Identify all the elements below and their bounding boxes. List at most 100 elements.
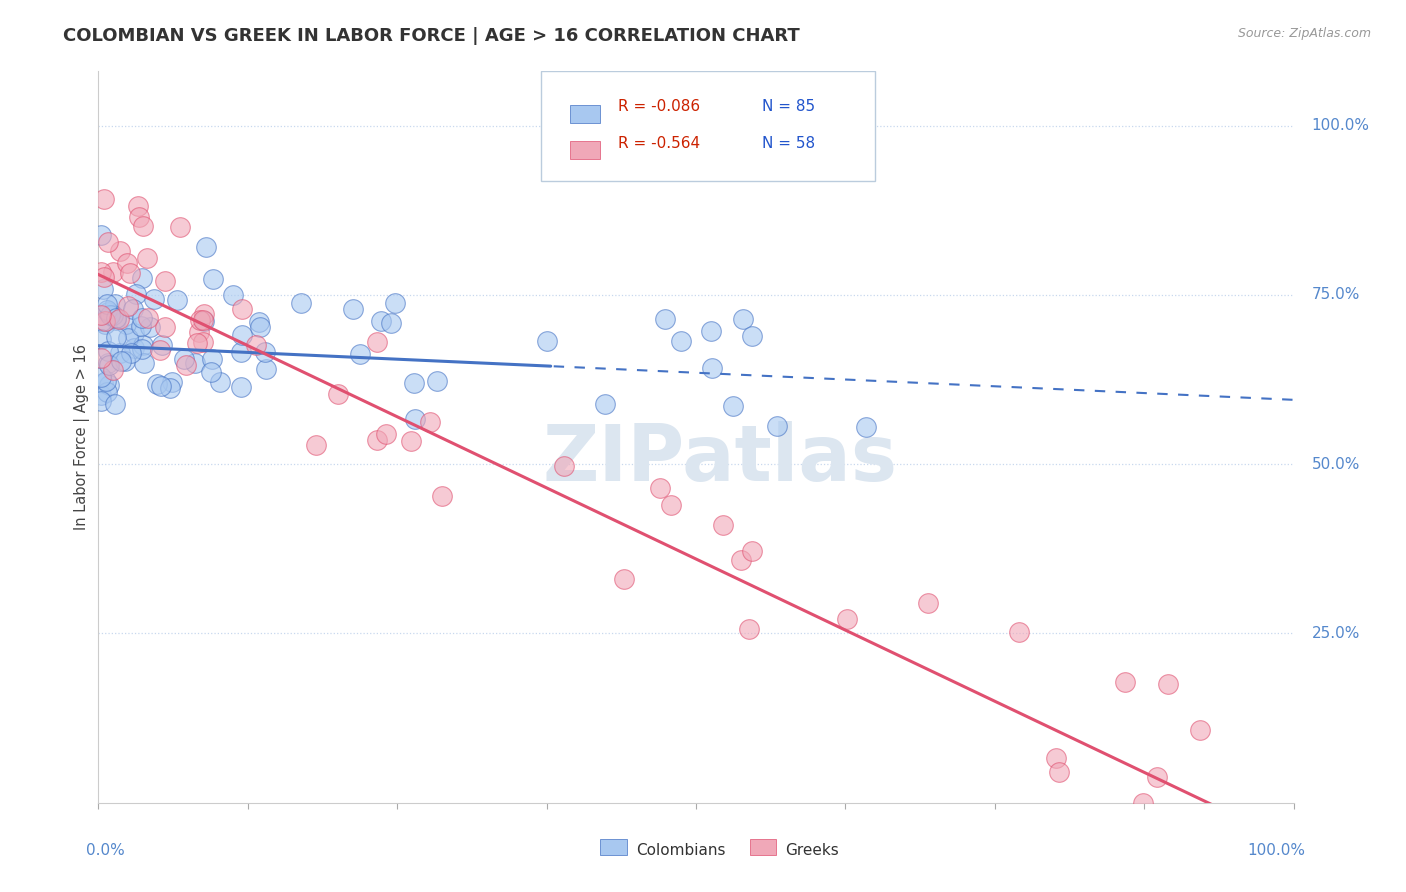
- Point: [741, 544, 763, 558]
- Point: [153, 274, 176, 288]
- Point: [231, 327, 253, 342]
- Point: [97, 304, 120, 318]
- Text: Greeks: Greeks: [786, 843, 839, 858]
- Point: [1114, 675, 1136, 690]
- Point: [370, 314, 392, 328]
- Point: [193, 307, 215, 321]
- Point: [90, 227, 112, 242]
- Point: [835, 612, 858, 626]
- Point: [139, 319, 162, 334]
- Text: ZIPatlas: ZIPatlas: [543, 421, 897, 497]
- Point: [142, 292, 165, 306]
- Text: 100.0%: 100.0%: [1247, 843, 1306, 858]
- Point: [150, 337, 173, 351]
- Point: [1188, 723, 1211, 738]
- Point: [247, 314, 270, 328]
- Point: [93, 270, 115, 285]
- Point: [186, 336, 208, 351]
- Point: [150, 379, 173, 393]
- Point: [613, 572, 636, 586]
- Point: [97, 235, 120, 250]
- Point: [380, 317, 402, 331]
- FancyBboxPatch shape: [571, 141, 600, 160]
- Point: [654, 311, 676, 326]
- Text: R = -0.564: R = -0.564: [619, 136, 700, 151]
- Point: [104, 297, 127, 311]
- Point: [187, 325, 209, 339]
- Point: [254, 362, 277, 376]
- Point: [135, 251, 157, 265]
- Point: [384, 295, 406, 310]
- Point: [96, 384, 118, 399]
- Point: [193, 313, 215, 327]
- Point: [711, 517, 734, 532]
- Point: [349, 347, 371, 361]
- Point: [669, 334, 692, 348]
- Point: [1045, 750, 1067, 764]
- Point: [114, 354, 136, 368]
- Point: [191, 335, 214, 350]
- Point: [328, 387, 350, 401]
- Point: [110, 353, 132, 368]
- Point: [183, 356, 205, 370]
- Point: [375, 426, 398, 441]
- Point: [122, 326, 145, 341]
- Text: N = 58: N = 58: [762, 136, 815, 151]
- Point: [366, 433, 388, 447]
- Point: [648, 481, 671, 495]
- Point: [93, 313, 115, 327]
- Text: 50.0%: 50.0%: [1312, 457, 1360, 472]
- Point: [700, 360, 723, 375]
- Point: [120, 266, 142, 280]
- Text: Source: ZipAtlas.com: Source: ZipAtlas.com: [1237, 27, 1371, 40]
- Point: [855, 420, 877, 434]
- Point: [738, 622, 761, 636]
- Point: [117, 331, 139, 345]
- Point: [132, 355, 155, 369]
- Point: [131, 271, 153, 285]
- Text: 75.0%: 75.0%: [1312, 287, 1360, 302]
- Point: [432, 489, 454, 503]
- Point: [90, 388, 112, 402]
- Point: [120, 345, 142, 359]
- Point: [117, 299, 139, 313]
- Point: [91, 376, 114, 390]
- Point: [97, 344, 120, 359]
- Point: [90, 394, 112, 409]
- Point: [159, 381, 181, 395]
- Point: [98, 358, 121, 372]
- Point: [160, 375, 183, 389]
- Point: [1132, 796, 1154, 810]
- Point: [195, 240, 218, 254]
- Point: [101, 308, 124, 322]
- Point: [231, 301, 253, 316]
- Point: [155, 320, 177, 334]
- Point: [426, 374, 449, 388]
- Point: [191, 313, 214, 327]
- Point: [221, 288, 243, 302]
- Text: 25.0%: 25.0%: [1312, 626, 1360, 641]
- Point: [419, 415, 441, 429]
- Point: [593, 397, 616, 411]
- Point: [399, 434, 422, 448]
- Point: [209, 375, 232, 389]
- FancyBboxPatch shape: [541, 71, 876, 181]
- Point: [97, 378, 120, 392]
- Point: [766, 419, 789, 434]
- Text: R = -0.086: R = -0.086: [619, 99, 700, 114]
- Point: [741, 328, 763, 343]
- Point: [136, 311, 159, 326]
- Point: [90, 351, 112, 365]
- Point: [169, 219, 191, 234]
- Point: [305, 438, 328, 452]
- Point: [917, 596, 939, 610]
- Point: [402, 376, 425, 391]
- Point: [131, 310, 153, 325]
- Point: [249, 320, 271, 334]
- Y-axis label: In Labor Force | Age > 16: In Labor Force | Age > 16: [75, 344, 90, 530]
- Point: [132, 337, 155, 351]
- Point: [94, 374, 117, 388]
- Point: [90, 332, 112, 346]
- Point: [115, 255, 138, 269]
- Point: [104, 330, 127, 344]
